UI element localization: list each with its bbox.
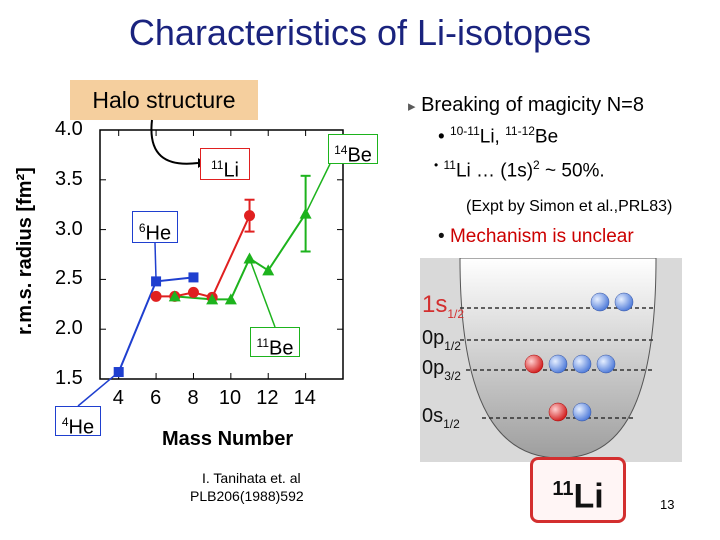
callout-symbol: Be <box>269 337 294 360</box>
callout-pointer <box>248 258 276 328</box>
callout-pointer <box>77 371 120 407</box>
emblem-mass: 11 <box>552 478 574 500</box>
config-percentage: ~ 50%. <box>539 160 605 182</box>
x-tick-label: 8 <box>187 387 199 409</box>
be-symbol: Be <box>534 126 559 148</box>
x-tick-label: 4 <box>112 387 124 409</box>
citation-authors: I. Tanihata et. al <box>202 470 301 486</box>
li-symbol: Li, <box>479 126 506 148</box>
halo-arrow <box>150 119 199 165</box>
li11-emblem: 11Li <box>530 457 626 523</box>
y-tick-label: 2.0 <box>55 317 83 340</box>
magicity-heading: ▸ Breaking of magicity N=8 <box>408 94 644 117</box>
neutron-ball <box>596 354 616 374</box>
plot-frame <box>99 129 344 380</box>
dot-bullet-icon: • <box>438 226 445 247</box>
bullet-isotopes: • 10-11Li, 11-12Be <box>438 124 558 148</box>
dot-bullet-icon: • <box>438 126 445 148</box>
x-tick-label: 12 <box>256 387 279 409</box>
neutron-ball <box>614 292 634 312</box>
callout-symbol: He <box>145 222 172 245</box>
level-sub: 3/2 <box>444 369 461 383</box>
y-axis-label: r.m.s. radius [fm²] <box>14 167 36 335</box>
x-tick-label: 14 <box>293 387 316 409</box>
callout-mass: 4 <box>61 415 69 429</box>
callout-mass: 14 <box>334 143 348 157</box>
point-li <box>187 286 199 298</box>
neutron-ball <box>572 402 592 422</box>
magicity-text: Breaking of magicity N=8 <box>421 94 644 116</box>
isotope-callout-li11: 11Li <box>200 148 250 182</box>
level-sub: 1/2 <box>443 417 460 431</box>
experiment-reference: (Expt by Simon et al.,PRL83) <box>466 198 673 215</box>
li-mass: 10-11 <box>449 124 480 138</box>
x-axis-label: Mass Number <box>162 428 294 450</box>
radius-chart <box>77 119 344 407</box>
halo-structure-label: Halo structure <box>70 80 258 120</box>
triangle-bullet-icon: ▸ <box>408 98 416 115</box>
bullet-1s-occupancy: • 11Li … (1s)2 ~ 50%. <box>434 158 605 182</box>
be-mass: 11-12 <box>505 124 535 138</box>
callout-symbol: He <box>68 416 95 439</box>
callout-pointer <box>304 163 331 214</box>
point-be <box>243 252 256 264</box>
config-power: 2 <box>533 158 540 172</box>
page-number: 13 <box>660 497 675 512</box>
series-line-be <box>174 213 307 301</box>
x-tick-label: 10 <box>218 387 242 409</box>
point-he <box>188 272 199 283</box>
point-li <box>244 210 256 222</box>
level-label: 0s1/2 <box>422 405 460 431</box>
li11-mass: 11 <box>443 158 456 172</box>
callout-mass: 11 <box>210 158 224 172</box>
point-be <box>262 264 275 276</box>
isotope-callout-he6: 6He <box>132 211 178 245</box>
proton-ball <box>524 354 544 374</box>
y-tick-label: 4.0 <box>55 118 83 140</box>
emblem-symbol: Li <box>573 477 604 516</box>
point-li <box>150 290 162 302</box>
point-be <box>224 293 237 305</box>
citation-journal: PLB206(1988)592 <box>190 488 304 504</box>
point-be <box>206 293 219 305</box>
y-tick-label: 3.0 <box>55 217 83 240</box>
neutron-ball <box>548 354 568 374</box>
page-title: Characteristics of Li-isotopes <box>128 12 592 53</box>
mechanism-text: Mechanism is unclear <box>449 226 634 247</box>
li11-config: Li … (1s) <box>455 160 534 182</box>
x-tick-label: 6 <box>150 387 162 409</box>
mechanism-bullet: • Mechanism is unclear <box>438 226 634 248</box>
callout-mass: 11 <box>256 336 269 350</box>
proton-ball <box>548 402 568 422</box>
y-tick-label: 1.5 <box>55 367 83 389</box>
callout-symbol: Be <box>347 144 372 167</box>
neutron-ball <box>590 292 610 312</box>
isotope-callout-he4: 4He <box>55 406 101 439</box>
point-be <box>168 290 181 302</box>
isotope-callout-be11: 11Be <box>250 327 300 360</box>
dot-bullet-icon: • <box>434 158 439 172</box>
isotope-callout-be14: 14Be <box>328 134 378 167</box>
callout-mass: 6 <box>138 221 146 235</box>
callout-symbol: Li <box>223 159 240 182</box>
callout-pointer <box>154 242 157 282</box>
level-sub: 1/2 <box>444 339 461 353</box>
level-sub: 1/2 <box>447 307 464 321</box>
y-tick-label: 2.5 <box>55 267 83 290</box>
y-tick-label: 3.5 <box>55 167 83 190</box>
neutron-ball <box>572 354 592 374</box>
